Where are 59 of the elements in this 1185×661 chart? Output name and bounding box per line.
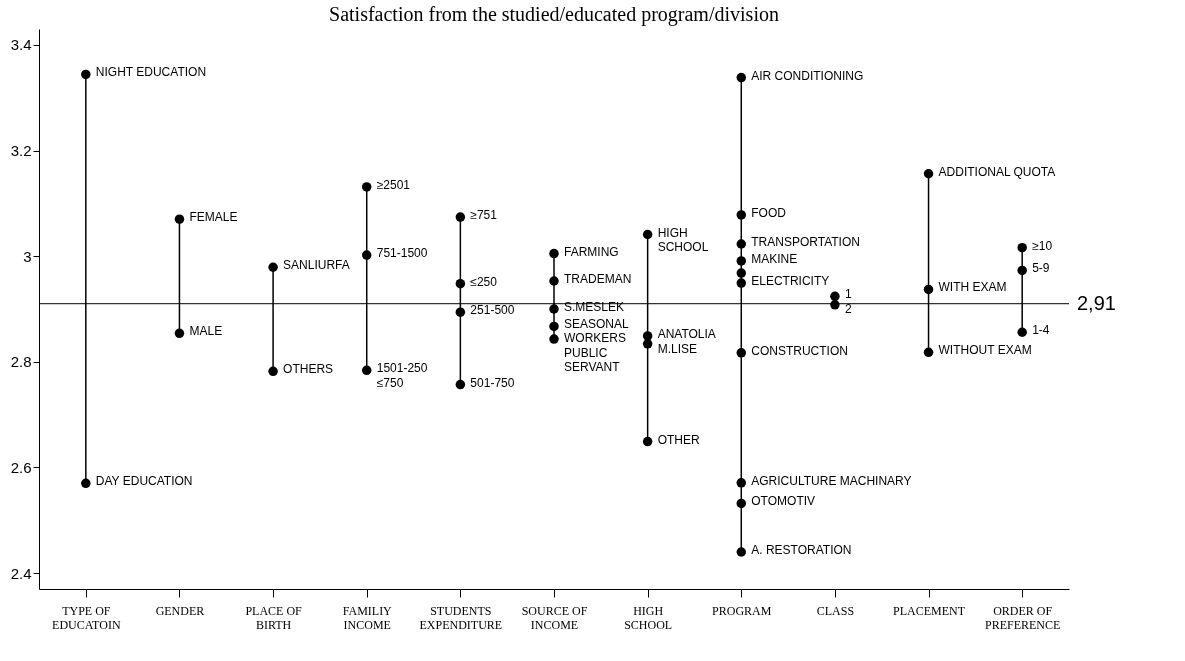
annotation: WITH EXAM (938, 280, 1007, 295)
chart-title: Satisfaction from the studied/educated program/division (329, 3, 779, 26)
annotation: TRADEMAN (564, 272, 632, 286)
annotation: HIGH SCHOOL (657, 225, 709, 254)
annotation: 1-4 (1032, 323, 1050, 338)
annotation: 501-750 (470, 375, 515, 390)
annotation: 1501-250 (376, 361, 428, 376)
annotation: OTHER (657, 432, 700, 447)
annotation: ELECTRICITY (751, 274, 830, 289)
annotation: 751-1500 (376, 246, 428, 261)
y-tick-label: 2.4 (10, 564, 32, 582)
x-tick-label: STUDENTS EXPENDITURE (419, 603, 503, 632)
annotation: FARMING (564, 244, 619, 259)
ref-line-label: 2,91 (1077, 291, 1116, 314)
annotation: MALE (189, 324, 223, 339)
annotation: DAY EDUCATION (95, 474, 193, 489)
x-tick-label: TYPE OF EDUCATOIN (52, 603, 121, 632)
x-tick-label: PLACE OF BIRTH (245, 603, 303, 632)
annotation: ≥751 (470, 208, 498, 223)
annotation: 251-500 (470, 303, 515, 318)
annotation: AGRICULTURE MACHINARY (751, 473, 912, 488)
annotation: ADDITIONAL QUOTA (938, 164, 1056, 179)
annotation: ANATOLIA (657, 326, 716, 341)
x-tick-label: ORDER OF PREFERENCE (985, 603, 1061, 632)
annotation: OTOMOTIV (751, 494, 816, 509)
annotation: CONSTRUCTION (751, 343, 848, 358)
y-tick-label: 2.6 (10, 458, 32, 476)
annotation: ≤250 (470, 274, 498, 289)
annotation: AIR CONDITIONING (751, 68, 864, 83)
annotation: A. RESTORATION (751, 543, 852, 558)
annotation: 5-9 (1032, 261, 1050, 276)
annotation: OTHERS (283, 362, 334, 377)
annotation: ≥10 (1032, 238, 1053, 253)
x-tick-label: GENDER (155, 603, 205, 618)
annotation: ≥2501 (376, 177, 411, 192)
x-tick-label: CLASS (816, 603, 855, 618)
annotation: M.LISE (657, 341, 697, 356)
annotation: PUBLIC SERVANT (564, 346, 621, 375)
annotation: MAKINE (751, 251, 798, 266)
y-tick-label: 3.4 (10, 36, 32, 54)
annotation: ≤750 (376, 376, 404, 391)
annotation: FEMALE (189, 210, 238, 225)
annotation: NIGHT EDUCATION (95, 65, 207, 80)
annotation: SEASONAL WORKERS (564, 317, 630, 346)
annotation: FOOD (751, 205, 787, 220)
x-tick-label: HIGH SCHOOL (624, 603, 673, 632)
annotation: S.MESLEK (564, 300, 625, 314)
y-tick-label: 3.2 (10, 142, 32, 160)
annotation: WITHOUT EXAM (938, 343, 1032, 358)
y-tick-label: 3 (23, 247, 32, 265)
annotation: TRANSPORTATION (751, 235, 860, 250)
x-tick-label: FAMILIY INCOME (342, 603, 393, 632)
annotation: 1 (844, 287, 852, 302)
y-tick-label: 2.8 (10, 353, 32, 371)
x-tick-label: PLACEMENT (893, 603, 966, 618)
annotation: SANLIURFA (283, 258, 350, 273)
x-tick-label: SOURCE OF INCOME (521, 603, 588, 632)
x-tick-label: PROGRAM (712, 603, 772, 618)
annotation: 2 (844, 302, 852, 317)
